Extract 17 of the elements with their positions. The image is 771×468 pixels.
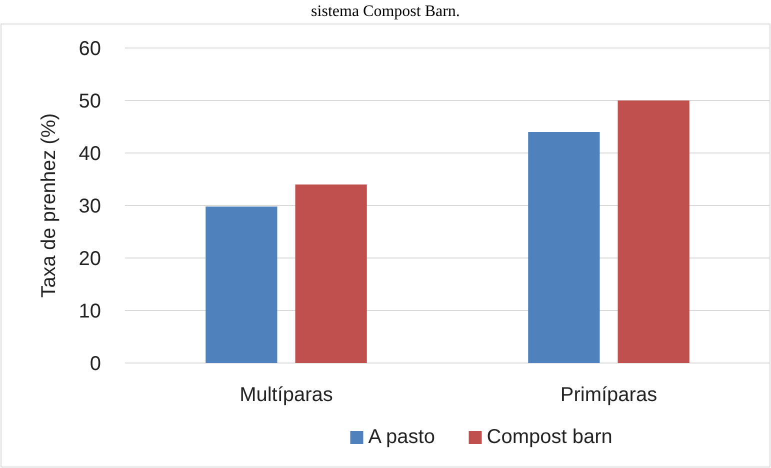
bar [618, 100, 690, 363]
y-tick-label: 0 [90, 353, 101, 375]
legend-label: A pasto [368, 426, 435, 448]
x-tick-label: Multíparas [240, 384, 333, 406]
bar [295, 184, 367, 363]
bar [528, 132, 600, 363]
y-tick-label: 20 [78, 248, 101, 270]
legend-label: Compost barn [486, 426, 612, 448]
y-tick-label: 60 [78, 38, 101, 60]
x-tick-label: Primíparas [560, 384, 658, 406]
y-tick-label: 40 [78, 143, 101, 165]
y-tick-label: 10 [78, 300, 101, 322]
bar [206, 206, 278, 363]
y-tick-label: 30 [78, 196, 101, 218]
chart-title: sistema Compost Barn. [311, 3, 460, 20]
y-axis-title: Taxa de prenhez (%) [38, 113, 60, 298]
y-tick-label: 50 [78, 90, 101, 112]
